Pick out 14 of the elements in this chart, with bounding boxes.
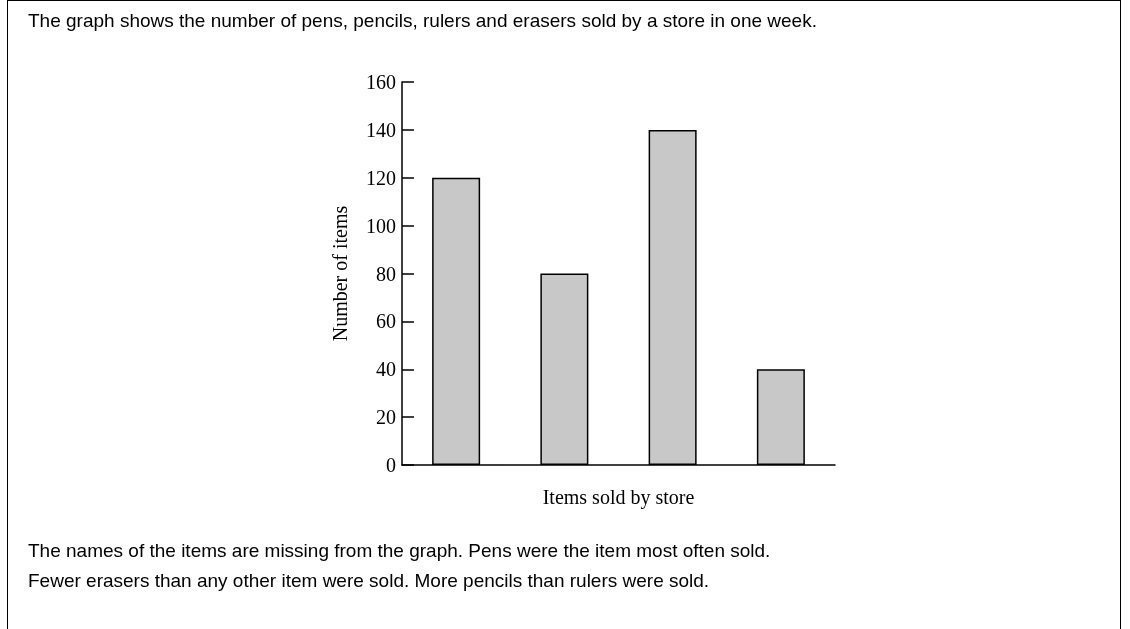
y-tick-label: 140 xyxy=(366,118,396,141)
chart-title: The graph shows the number of pens, pencils, rulers and erasers sold by a store in one week. xyxy=(28,10,817,32)
y-tick-label: 80 xyxy=(376,262,396,285)
y-tick-label: 120 xyxy=(366,166,396,189)
text: Fewer erasers than any other item were sold. More pencils than rulers were sold. xyxy=(28,569,711,593)
y-tick-label: 40 xyxy=(376,358,396,381)
y-axis-title: Number of items xyxy=(329,205,351,342)
text: The names of the items are missing from the graph. Pens were the item most often sold. xyxy=(28,539,771,563)
y-tick-label: 100 xyxy=(366,214,396,237)
y-tick-label: 160 xyxy=(366,71,396,93)
y-tick-label: 60 xyxy=(376,310,396,333)
x-axis-title: Items sold by store xyxy=(542,486,695,509)
y-tick-label: 20 xyxy=(376,406,396,429)
y-tick-label: 0 xyxy=(386,454,396,476)
